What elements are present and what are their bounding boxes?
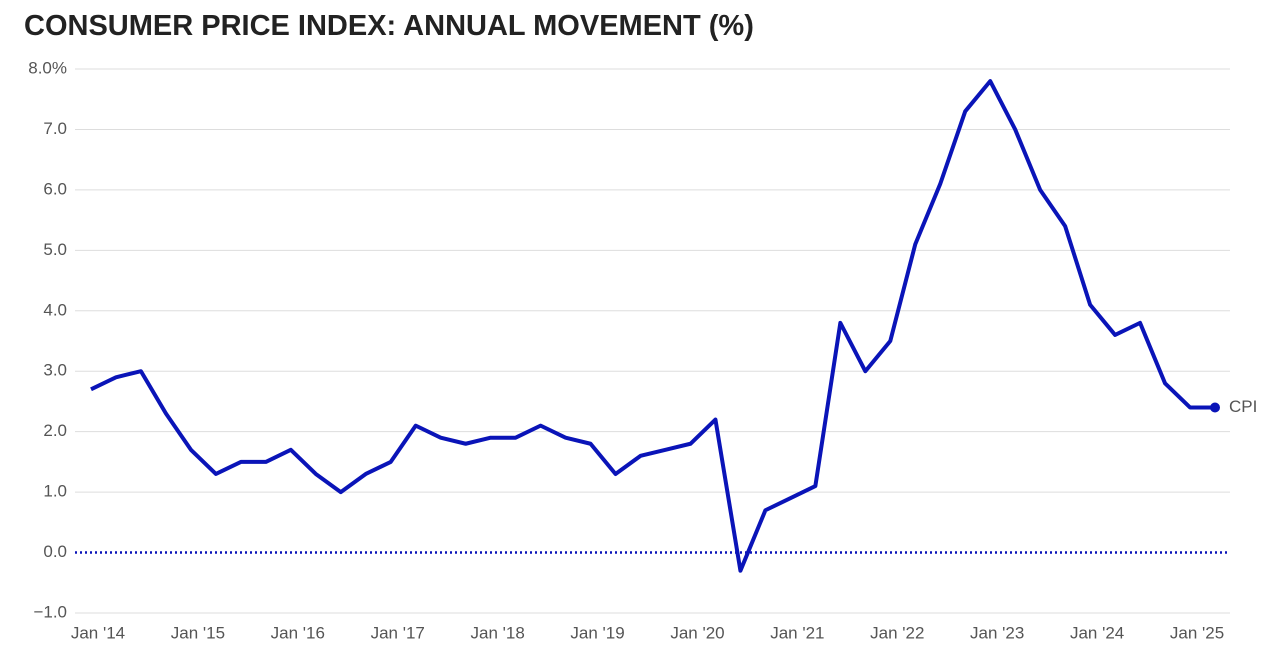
y-tick-label: 0.0 xyxy=(43,542,67,561)
x-tick-label: Jan '20 xyxy=(670,623,724,642)
x-tick-label: Jan '21 xyxy=(770,623,824,642)
y-tick-label: 4.0 xyxy=(43,300,67,319)
chart-title: CONSUMER PRICE INDEX: ANNUAL MOVEMENT (%… xyxy=(24,10,754,42)
line xyxy=(90,79,1215,573)
end-dot xyxy=(1210,402,1220,413)
y-tick-label: 7.0 xyxy=(43,119,67,138)
y-tick-label: 6.0 xyxy=(43,179,67,198)
x-tick-label: Jan '24 xyxy=(1070,623,1124,642)
x-tick-label: Jan '15 xyxy=(171,623,225,642)
x-tick-label: Jan '19 xyxy=(570,623,624,642)
y-tick-label: 8.0% xyxy=(28,58,67,77)
y-tick-label: −1.0 xyxy=(33,602,67,621)
x-tick-label: Jan '23 xyxy=(970,623,1024,642)
x-tick-label: Jan '18 xyxy=(470,623,524,642)
x-tick-label: Jan '22 xyxy=(870,623,924,642)
series-label: CPI xyxy=(1229,397,1257,416)
y-tick-label: 1.0 xyxy=(43,482,67,501)
x-tick-label: Jan '14 xyxy=(71,623,125,642)
y-tick-label: 2.0 xyxy=(43,421,67,440)
y-tick-label: 5.0 xyxy=(43,240,67,259)
x-tick-label: Jan '25 xyxy=(1170,623,1224,642)
x-tick-label: Jan '16 xyxy=(271,623,325,642)
x-tick-label: Jan '17 xyxy=(371,623,425,642)
y-tick-label: 3.0 xyxy=(43,361,67,380)
